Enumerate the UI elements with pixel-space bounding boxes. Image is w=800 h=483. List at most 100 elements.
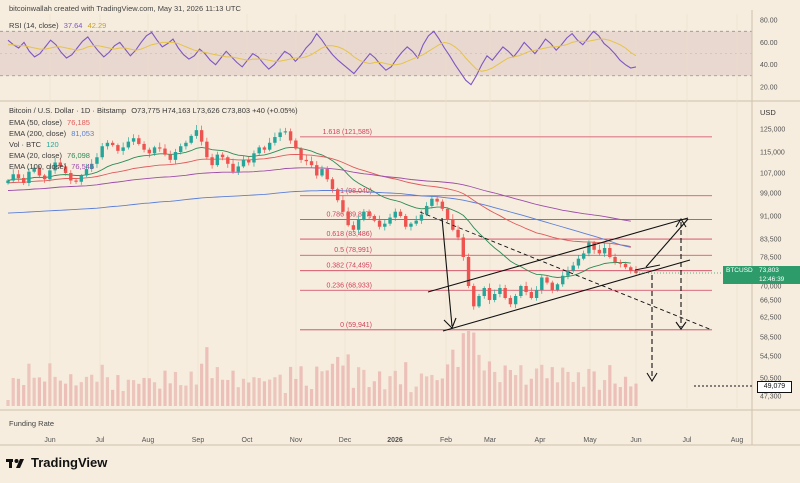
indicator-ema50[interactable]: EMA (50, close) 76,185	[9, 118, 93, 127]
volume-bar	[461, 333, 465, 406]
volume-bar	[205, 347, 209, 406]
x-tick-label: Dec	[339, 437, 352, 444]
volume-bar	[304, 385, 308, 406]
candle-body	[550, 282, 554, 290]
candle-body	[184, 142, 188, 147]
volume-bar	[346, 354, 350, 406]
volume-bar	[100, 364, 104, 406]
indicator-value: 120	[46, 140, 59, 149]
candle-body	[398, 211, 403, 216]
candle-body	[561, 275, 565, 285]
candle-body	[199, 130, 204, 142]
candle-body	[581, 253, 586, 259]
volume-bar	[325, 370, 329, 406]
candle-body	[424, 205, 429, 215]
candle-body	[168, 154, 172, 160]
ema-line	[7, 146, 631, 278]
rsi-line	[7, 30, 637, 86]
arrow-head-down	[646, 372, 658, 383]
volume-bar	[472, 332, 476, 406]
volume-bar	[388, 376, 392, 406]
candle-body	[137, 138, 141, 144]
volume-bar	[53, 376, 57, 406]
rsi-legend-ma-value: 42.29	[87, 21, 107, 30]
volume-bar	[561, 367, 565, 406]
volume-bar	[404, 362, 408, 406]
candle-body	[241, 159, 246, 167]
candle-body	[309, 161, 314, 166]
candle-body	[22, 178, 26, 183]
candle-body	[613, 257, 617, 263]
volume-bar	[84, 376, 89, 406]
indicator-value: 81,053	[71, 129, 95, 138]
price-badge-price: 73,803	[759, 267, 779, 274]
candle-body	[466, 257, 471, 286]
volume-bar	[273, 377, 277, 406]
volume-bar	[336, 356, 340, 406]
volume-bar	[514, 375, 518, 406]
candle-body	[456, 229, 460, 238]
arrow-head-up	[675, 217, 687, 228]
candle-body	[226, 157, 230, 164]
volume-bar	[158, 388, 162, 406]
rsi-y-tick-label: 20.00	[760, 84, 778, 91]
x-tick-label: Jun	[44, 437, 55, 444]
candle-body	[110, 142, 115, 146]
indicator-ema20[interactable]: EMA (20, close) 76,098	[9, 151, 93, 160]
candle-body	[482, 288, 486, 296]
volume-bar	[629, 386, 633, 406]
volume-bar	[95, 381, 99, 406]
candle-body	[37, 167, 42, 176]
x-tick-label: Sep	[192, 437, 205, 444]
candle-body	[236, 166, 240, 172]
candle-body	[95, 157, 99, 164]
volume-bar	[231, 370, 235, 406]
fib-label: 0 (59,941)	[340, 322, 372, 329]
volume-bar	[419, 373, 424, 406]
indicator-label: EMA (20, close)	[9, 151, 62, 160]
volume-bar	[121, 391, 125, 406]
currency-label[interactable]: USD	[760, 108, 776, 117]
arrow-head-down	[675, 321, 687, 330]
candle-body	[372, 216, 377, 221]
volume-bar	[126, 379, 130, 406]
volume-bar	[477, 354, 481, 406]
candle-body	[377, 220, 382, 227]
candle-body	[356, 219, 361, 230]
volume-bar	[278, 374, 282, 406]
volume-bar	[257, 378, 261, 406]
volume-bar	[194, 384, 198, 406]
candle-body	[231, 163, 235, 172]
volume-bar	[315, 366, 319, 406]
candle-body	[6, 180, 10, 184]
candle-body	[388, 217, 392, 224]
indicator-ema100[interactable]: EMA (100, close) 76,545	[9, 162, 97, 171]
candle-body	[252, 153, 256, 163]
volume-bar	[48, 363, 52, 406]
candle-body	[11, 174, 15, 181]
dashed-trend-line	[419, 211, 713, 331]
volume-bar	[268, 379, 272, 406]
volume-bar	[550, 367, 554, 406]
candle-body	[42, 175, 47, 180]
volume-bar	[383, 389, 387, 406]
symbol-name: Bitcoin / U.S. Dollar · 1D · Bitstamp	[9, 106, 127, 115]
volume-bar	[200, 363, 204, 406]
candle-body	[414, 220, 418, 224]
candle-body	[220, 154, 225, 158]
candle-body	[336, 189, 340, 201]
y-tick-label: 50,500	[760, 376, 782, 383]
indicator-volume[interactable]: Vol · BTC 120	[9, 140, 62, 149]
volume-bar	[351, 387, 355, 406]
y-tick-label: 54,500	[760, 354, 782, 361]
candle-body	[498, 288, 502, 294]
candle-body	[304, 159, 308, 162]
volume-bar	[466, 331, 471, 406]
candle-body	[131, 138, 136, 142]
volume-bar	[262, 381, 267, 406]
indicator-ema200[interactable]: EMA (200, close) 81,053	[9, 129, 97, 138]
volume-bar	[493, 371, 497, 406]
candle-body	[121, 147, 125, 151]
x-tick-label: Oct	[242, 437, 253, 444]
